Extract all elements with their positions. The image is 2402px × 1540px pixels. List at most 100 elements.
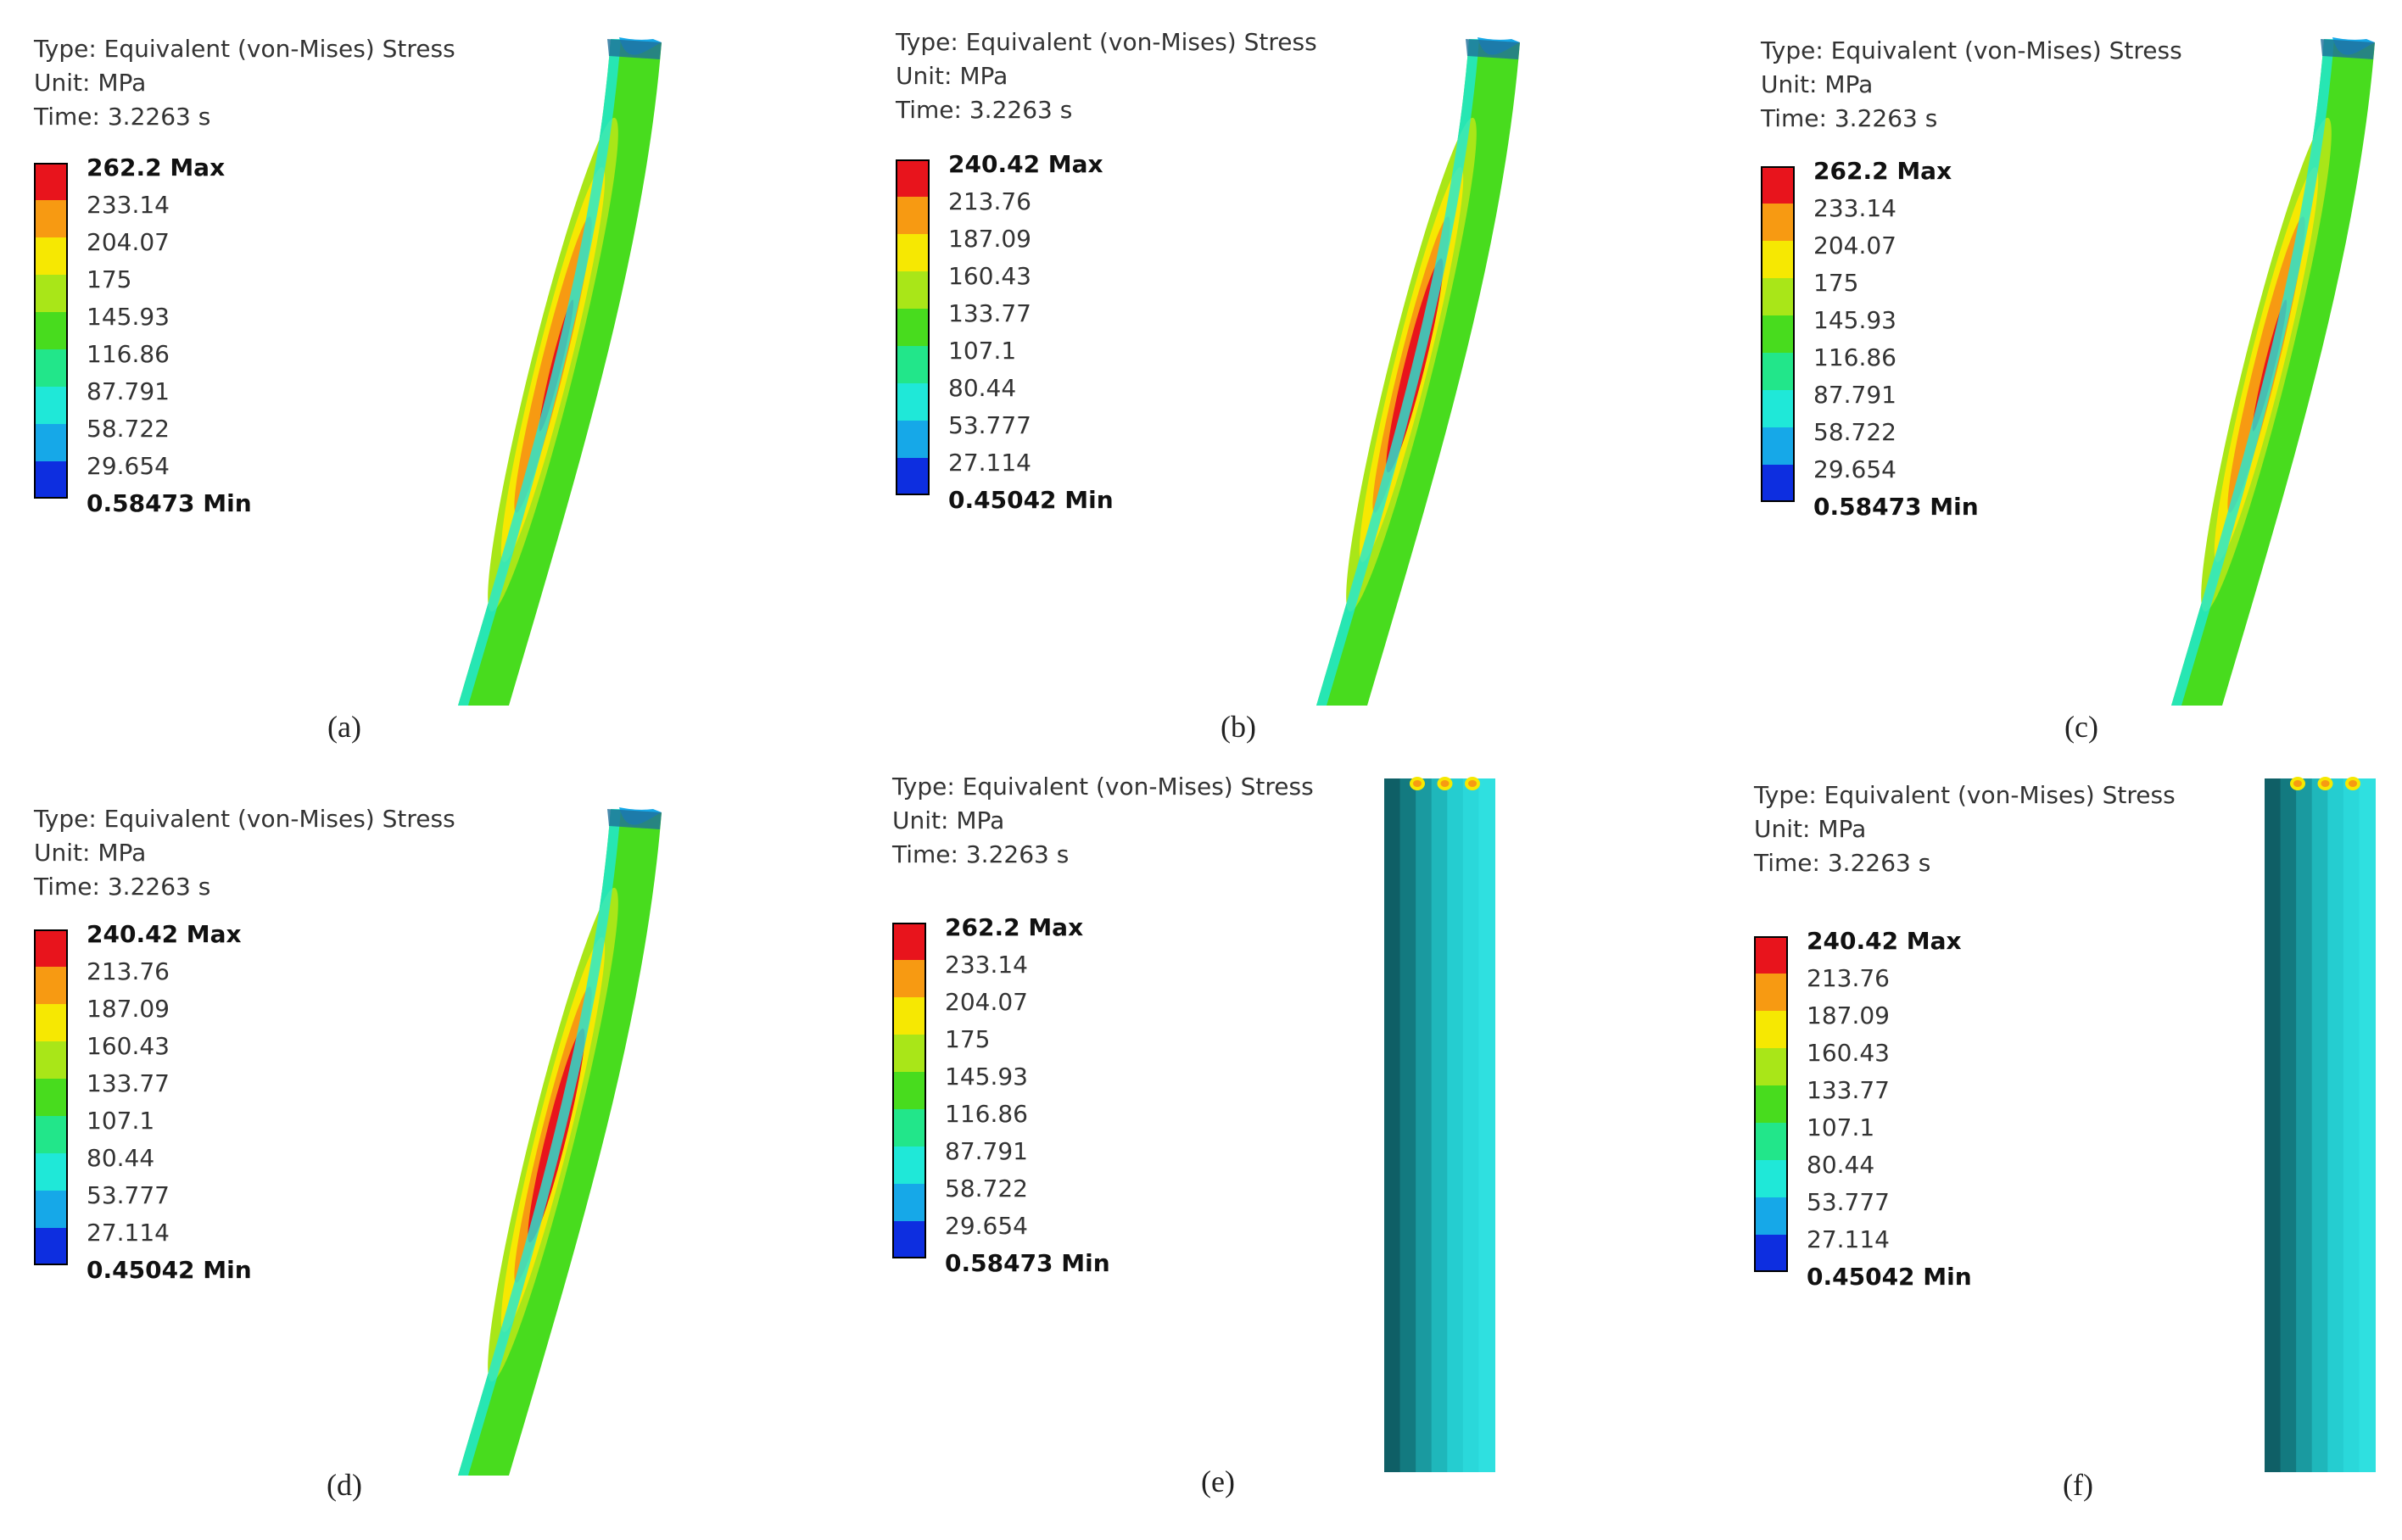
panel-label: (b) bbox=[1221, 710, 1256, 744]
result-header: Type: Equivalent (von-Mises) Stress Unit… bbox=[1761, 34, 2182, 136]
legend-swatch bbox=[892, 1147, 926, 1184]
legend-swatch bbox=[34, 312, 68, 349]
result-unit: Unit: MPa bbox=[34, 839, 147, 867]
legend-swatch bbox=[892, 960, 926, 997]
hotspot-core bbox=[1413, 780, 1422, 787]
column-shade-band bbox=[2311, 778, 2329, 1472]
bent-beam-model bbox=[1316, 37, 1520, 706]
legend-label: 160.43 bbox=[948, 262, 1031, 290]
panel-a: Type: Equivalent (von-Mises) Stress Unit… bbox=[0, 0, 801, 770]
color-legend: 240.42 Max 213.76 187.09 160.43 133.77 107.1 8… bbox=[1754, 926, 2042, 1299]
legend-label: 145.93 bbox=[1813, 306, 1896, 334]
result-unit: Unit: MPa bbox=[1754, 815, 1867, 843]
legend-label: 53.777 bbox=[948, 411, 1031, 439]
bent-beam-model bbox=[2171, 37, 2375, 706]
legend-label: 187.09 bbox=[87, 995, 170, 1023]
top-end bbox=[607, 39, 662, 59]
legend-label: 80.44 bbox=[948, 374, 1017, 402]
legend-swatch bbox=[1761, 315, 1795, 353]
legend-swatch bbox=[1761, 390, 1795, 427]
column-shade-band bbox=[2280, 778, 2298, 1472]
edge-left bbox=[458, 39, 621, 706]
legend-swatch bbox=[892, 1184, 926, 1221]
legend-label: 187.09 bbox=[948, 225, 1031, 253]
column-shade-band bbox=[1447, 778, 1464, 1472]
legend-label: 58.722 bbox=[945, 1175, 1028, 1202]
legend-label: 27.114 bbox=[87, 1219, 170, 1247]
legend-label: 133.77 bbox=[87, 1069, 170, 1097]
panel-label: (d) bbox=[327, 1468, 362, 1502]
legend-label: 27.114 bbox=[948, 449, 1031, 477]
panel-label: (e) bbox=[1201, 1465, 1235, 1498]
legend-swatch bbox=[1761, 353, 1795, 390]
hotspot-core bbox=[1440, 780, 1450, 787]
legend-label: 116.86 bbox=[1813, 343, 1896, 371]
legend-label: 0.45042 Min bbox=[948, 486, 1114, 514]
legend-label: 145.93 bbox=[87, 303, 170, 331]
result-type: Type: Equivalent (von-Mises) Stress bbox=[1761, 36, 2182, 64]
legend-swatch bbox=[34, 424, 68, 461]
beam-body bbox=[458, 807, 662, 1476]
legend-label: 213.76 bbox=[948, 187, 1031, 215]
top-end bbox=[1466, 39, 1520, 59]
legend-label: 233.14 bbox=[1813, 194, 1896, 222]
legend-swatch bbox=[34, 1191, 68, 1228]
legend-label: 87.791 bbox=[87, 377, 170, 405]
top-end bbox=[607, 809, 662, 829]
hotspot-core bbox=[2293, 780, 2302, 787]
legend-label: 0.58473 Min bbox=[945, 1249, 1110, 1277]
result-type: Type: Equivalent (von-Mises) Stress bbox=[1754, 781, 2176, 809]
panel-label: (c) bbox=[2064, 710, 2098, 744]
result-time: Time: 3.2263 s bbox=[34, 103, 211, 131]
legend-swatch bbox=[892, 1221, 926, 1258]
legend-label: 160.43 bbox=[87, 1032, 170, 1060]
legend-label: 213.76 bbox=[87, 957, 170, 985]
legend-swatch bbox=[34, 200, 68, 237]
legend-swatch bbox=[1761, 427, 1795, 465]
legend-label: 107.1 bbox=[87, 1107, 155, 1135]
result-time: Time: 3.2263 s bbox=[892, 840, 1070, 868]
panel-f: Type: Equivalent (von-Mises) Stress Unit… bbox=[1713, 770, 2402, 1540]
legend-label: 53.777 bbox=[1807, 1188, 1890, 1216]
legend-swatch bbox=[34, 387, 68, 424]
legend-label: 87.791 bbox=[1813, 381, 1896, 409]
color-legend: 240.42 Max 213.76 187.09 160.43 133.77 107.1 8… bbox=[34, 919, 322, 1292]
legend-swatch bbox=[1761, 241, 1795, 278]
result-unit: Unit: MPa bbox=[34, 69, 147, 97]
legend-label: 240.42 Max bbox=[87, 920, 242, 948]
legend-swatch bbox=[34, 967, 68, 1004]
legend-swatch bbox=[1754, 1123, 1788, 1160]
result-time: Time: 3.2263 s bbox=[34, 873, 211, 901]
column-shade-band bbox=[2296, 778, 2313, 1472]
legend-label: 240.42 Max bbox=[948, 150, 1103, 178]
legend-swatch bbox=[896, 159, 930, 197]
panel-b: Type: Equivalent (von-Mises) Stress Unit… bbox=[858, 0, 1659, 770]
legend-label: 107.1 bbox=[948, 337, 1017, 365]
panel-e: Type: Equivalent (von-Mises) Stress Unit… bbox=[858, 770, 1659, 1540]
legend-swatch bbox=[34, 349, 68, 387]
result-header: Type: Equivalent (von-Mises) Stress Unit… bbox=[34, 802, 455, 904]
legend-swatch bbox=[34, 929, 68, 967]
legend-swatch bbox=[1754, 1160, 1788, 1197]
legend-label: 29.654 bbox=[945, 1212, 1028, 1240]
result-type: Type: Equivalent (von-Mises) Stress bbox=[34, 805, 455, 833]
hotspot-core bbox=[1468, 780, 1477, 787]
legend-swatch bbox=[34, 275, 68, 312]
legend-label: 213.76 bbox=[1807, 964, 1890, 992]
bent-beam-model bbox=[458, 37, 662, 706]
legend-label: 160.43 bbox=[1807, 1039, 1890, 1067]
legend-label: 233.14 bbox=[945, 951, 1028, 979]
top-end bbox=[2321, 39, 2375, 59]
result-header: Type: Equivalent (von-Mises) Stress Unit… bbox=[896, 25, 1317, 127]
legend-swatch bbox=[892, 1035, 926, 1072]
legend-label: 53.777 bbox=[87, 1181, 170, 1209]
legend-label: 187.09 bbox=[1807, 1002, 1890, 1029]
edge-left bbox=[2171, 39, 2334, 706]
panel-label: (f) bbox=[2063, 1468, 2093, 1502]
legend-label: 204.07 bbox=[945, 988, 1028, 1016]
legend-swatch bbox=[1754, 1197, 1788, 1235]
legend-label: 29.654 bbox=[1813, 455, 1896, 483]
result-time: Time: 3.2263 s bbox=[1754, 849, 1931, 877]
legend-label: 58.722 bbox=[87, 415, 170, 443]
